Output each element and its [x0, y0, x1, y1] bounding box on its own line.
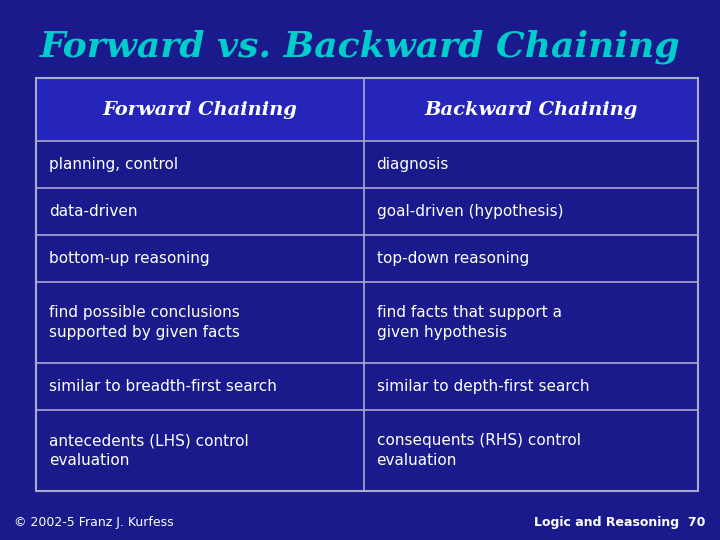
Text: bottom-up reasoning: bottom-up reasoning [49, 251, 210, 266]
Text: data-driven: data-driven [49, 204, 138, 219]
Text: consequents (RHS) control
evaluation: consequents (RHS) control evaluation [377, 433, 580, 468]
Text: Backward Chaining: Backward Chaining [424, 100, 638, 119]
Text: goal-driven (hypothesis): goal-driven (hypothesis) [377, 204, 563, 219]
Text: top-down reasoning: top-down reasoning [377, 251, 528, 266]
Text: diagnosis: diagnosis [377, 157, 449, 172]
Text: Forward Chaining: Forward Chaining [102, 100, 297, 119]
Text: find facts that support a
given hypothesis: find facts that support a given hypothes… [377, 305, 562, 340]
Bar [36, 78, 698, 491]
Text: antecedents (LHS) control
evaluation: antecedents (LHS) control evaluation [49, 433, 248, 468]
Text: similar to depth-first search: similar to depth-first search [377, 379, 589, 394]
Bar [36, 78, 698, 141]
Text: Forward vs. Backward Chaining: Forward vs. Backward Chaining [40, 30, 680, 64]
Text: © 2002-5 Franz J. Kurfess: © 2002-5 Franz J. Kurfess [14, 516, 174, 529]
Text: similar to breadth-first search: similar to breadth-first search [49, 379, 276, 394]
Text: Logic and Reasoning  70: Logic and Reasoning 70 [534, 516, 706, 529]
Text: find possible conclusions
supported by given facts: find possible conclusions supported by g… [49, 305, 240, 340]
Text: planning, control: planning, control [49, 157, 178, 172]
